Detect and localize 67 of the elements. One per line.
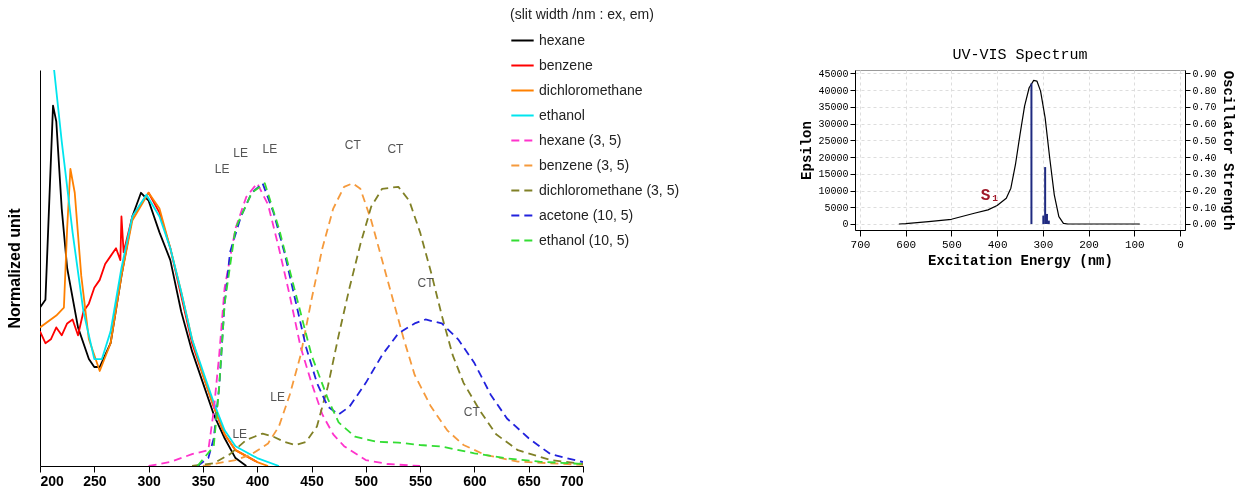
y-tick-label: 15000 [818,169,849,181]
y-axis-title: Epsilon [799,121,816,180]
x-tick-label: 100 [1124,238,1145,251]
annotation: CT [387,141,405,156]
x-tick-label: 200 [40,472,65,489]
annotation: CT [344,138,362,153]
x-tick-label: 300 [1033,238,1054,251]
y-tick-label: 35000 [818,102,849,114]
x-tick-label: 350 [191,472,216,489]
legend-title: (slit width /nm : ex, em) [510,6,654,22]
y2-tick-label: 0.50 [1192,135,1217,147]
x-tick-label: 450 [300,472,324,489]
x-axis-title: Excitation Energy (nm) [928,252,1113,269]
legend-label: hexane (3, 5) [539,131,622,148]
y2-tick-label: 0.70 [1192,102,1217,114]
annotation: LE [270,389,285,404]
x-tick-label: 600 [896,238,917,251]
legend-label: hexane [539,31,586,48]
annotation: S₁ [980,186,1000,205]
x-tick-label: 250 [83,472,107,489]
legend-label: ethanol [539,106,585,123]
annotation: LE [233,146,248,161]
x-tick-label: 700 [850,238,871,251]
x-tick-label: 400 [987,238,1008,251]
y-tick-label: 30000 [818,119,849,131]
y-tick-label: 0 [842,219,849,231]
y-axis-title: Normalized unit [5,207,23,329]
x-tick-label: 200 [1079,238,1099,251]
y-tick-label: 40000 [818,85,849,97]
legend-label: benzene [539,56,593,73]
annotation: LE [232,427,248,442]
y2-tick-label: 0.20 [1192,186,1217,197]
annotation: CT [463,404,481,419]
annotation: LE [262,142,278,157]
bar [1044,167,1047,224]
legend-label: acetone (10, 5) [539,206,634,223]
annotation: CT [417,276,435,291]
y2-tick-label: 0.40 [1192,152,1217,164]
x-tick-label: 550 [408,472,433,489]
x-tick-label: 300 [137,472,161,489]
x-tick-label: 400 [246,472,270,489]
y2-tick-label: 0.60 [1192,119,1217,131]
x-tick-label: 500 [354,472,379,489]
x-tick-label: 0 [1177,238,1184,251]
y-tick-label: 5000 [824,202,849,214]
y-tick-label: 45000 [818,68,849,80]
y2-tick-label: 0.00 [1192,219,1217,231]
x-tick-label: 600 [463,472,487,489]
y2-tick-label: 0.80 [1192,85,1217,97]
legend-label: dichloromethane (3, 5) [539,181,680,198]
bar [1030,83,1033,224]
chart-title: UV-VIS Spectrum [952,47,1088,65]
legend-label: benzene (3, 5) [539,156,630,173]
y-tick-label: 25000 [818,135,849,147]
y2-tick-label: 0.90 [1192,68,1217,80]
x-tick-label: 650 [517,472,542,489]
y2-tick-label: 0.10 [1192,202,1217,214]
y-tick-label: 20000 [818,152,849,164]
y2-tick-label: 0.30 [1192,169,1217,181]
y-tick-label: 10000 [818,186,849,197]
annotation: LE [214,162,230,177]
x-tick-label: 700 [560,472,584,489]
legend-label: ethanol (10, 5) [539,231,630,248]
legend-label: dichloromethane [539,81,643,98]
x-tick-label: 500 [942,238,962,251]
y2-axis-title: Oscillator Strength [1219,70,1236,231]
line-series [898,79,1141,225]
